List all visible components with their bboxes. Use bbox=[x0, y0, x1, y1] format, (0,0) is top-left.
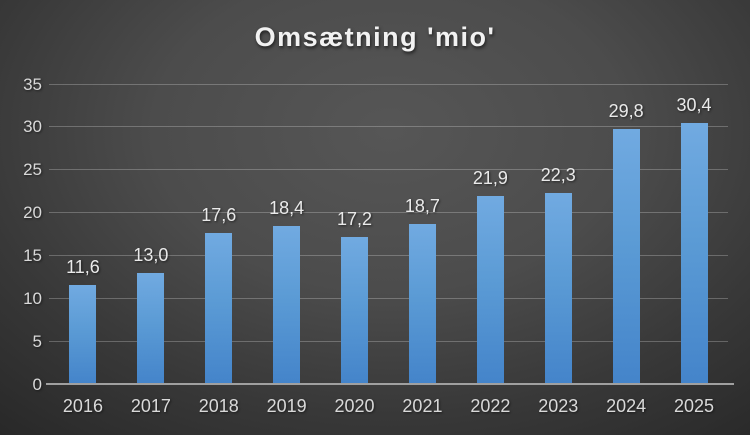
data-label-2023: 22,3 bbox=[540, 164, 576, 185]
x-tick-label-2019: 2019 bbox=[266, 396, 307, 416]
bar-2023[interactable] bbox=[544, 192, 572, 384]
y-tick-label-25: 25 bbox=[23, 160, 42, 180]
x-axis-line bbox=[46, 383, 734, 385]
y-tick-label-10: 10 bbox=[23, 288, 42, 308]
x-tick-label-2018: 2018 bbox=[198, 396, 239, 416]
gridline-25 bbox=[49, 169, 728, 171]
bar-2020[interactable] bbox=[341, 236, 369, 384]
gridline-35 bbox=[49, 83, 728, 85]
y-tick-label-20: 20 bbox=[23, 203, 42, 223]
data-label-2024: 29,8 bbox=[608, 100, 644, 121]
data-label-2019: 18,4 bbox=[269, 198, 305, 219]
bar-2025[interactable] bbox=[680, 123, 708, 384]
x-tick-label-2020: 2020 bbox=[334, 396, 375, 416]
gridline-10 bbox=[49, 297, 728, 299]
data-label-2020: 17,2 bbox=[337, 208, 373, 229]
x-tick-label-2021: 2021 bbox=[402, 396, 443, 416]
y-tick-label-35: 35 bbox=[23, 74, 42, 94]
gridline-5 bbox=[49, 340, 728, 342]
data-label-2018: 17,6 bbox=[201, 205, 237, 226]
bar-2019[interactable] bbox=[273, 226, 301, 384]
x-tick-label-2023: 2023 bbox=[538, 396, 579, 416]
y-tick-label-0: 0 bbox=[32, 374, 42, 394]
plot-area: 11,6 13,0 17,6 18,4 17,2 18,7 21,9 22,3 29,8 30,4 bbox=[46, 83, 734, 385]
data-label-2021: 18,7 bbox=[404, 195, 440, 216]
bar-2022[interactable] bbox=[476, 196, 504, 384]
bar-2017[interactable] bbox=[137, 272, 165, 384]
gridline-15 bbox=[49, 254, 728, 256]
bar-2016[interactable] bbox=[69, 284, 97, 384]
chart-title: Omsætning 'mio' bbox=[254, 22, 496, 52]
bar-2024[interactable] bbox=[612, 128, 640, 384]
data-label-2017: 13,0 bbox=[133, 244, 169, 265]
x-tick-label-2025: 2025 bbox=[674, 396, 715, 416]
x-tick-label-2017: 2017 bbox=[130, 396, 171, 416]
bar-2021[interactable] bbox=[408, 223, 436, 384]
y-tick-label-30: 30 bbox=[23, 117, 42, 137]
bar-2018[interactable] bbox=[205, 233, 233, 384]
gridline-30 bbox=[49, 126, 728, 128]
x-tick-label-2022: 2022 bbox=[470, 396, 511, 416]
y-tick-label-5: 5 bbox=[32, 331, 42, 351]
data-label-2022: 21,9 bbox=[472, 168, 508, 189]
x-tick-label-2024: 2024 bbox=[606, 396, 647, 416]
data-label-2016: 11,6 bbox=[66, 256, 100, 277]
y-tick-label-15: 15 bbox=[23, 245, 42, 265]
data-label-2025: 30,4 bbox=[676, 95, 712, 116]
gridline-20 bbox=[49, 212, 728, 214]
x-tick-label-2016: 2016 bbox=[62, 396, 103, 416]
